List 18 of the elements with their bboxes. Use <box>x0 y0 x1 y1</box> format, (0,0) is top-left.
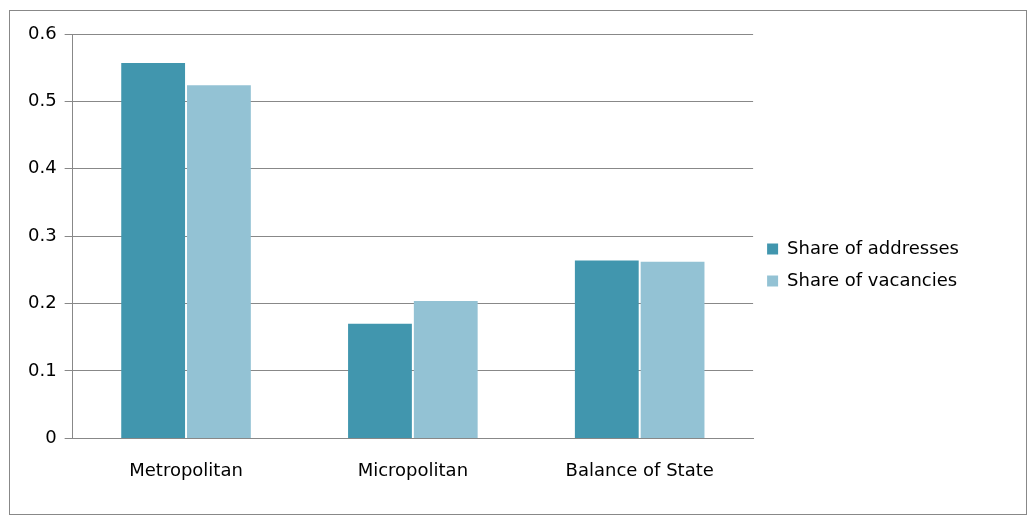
y-tick-label: 0.5 <box>27 89 57 111</box>
bar <box>187 85 251 438</box>
bar <box>348 323 412 438</box>
legend-label: Share of vacancies <box>787 268 958 290</box>
x-tick-label: Micropolitan <box>357 458 469 480</box>
y-tick-label: 0 <box>45 426 57 448</box>
bar <box>413 300 478 438</box>
legend-label: Share of addresses <box>787 236 959 258</box>
y-tick-label: 0.6 <box>27 21 57 43</box>
y-tick-label: 0.2 <box>27 291 57 313</box>
bar <box>574 260 639 438</box>
x-tick-label: Balance of State <box>565 458 714 480</box>
y-tick-label: 0.4 <box>27 156 57 178</box>
bar <box>121 62 186 438</box>
y-tick-label: 0.1 <box>27 358 57 380</box>
bar <box>640 261 705 438</box>
y-tick-label: 0.3 <box>27 223 57 245</box>
x-tick-label: Metropolitan <box>129 458 243 480</box>
